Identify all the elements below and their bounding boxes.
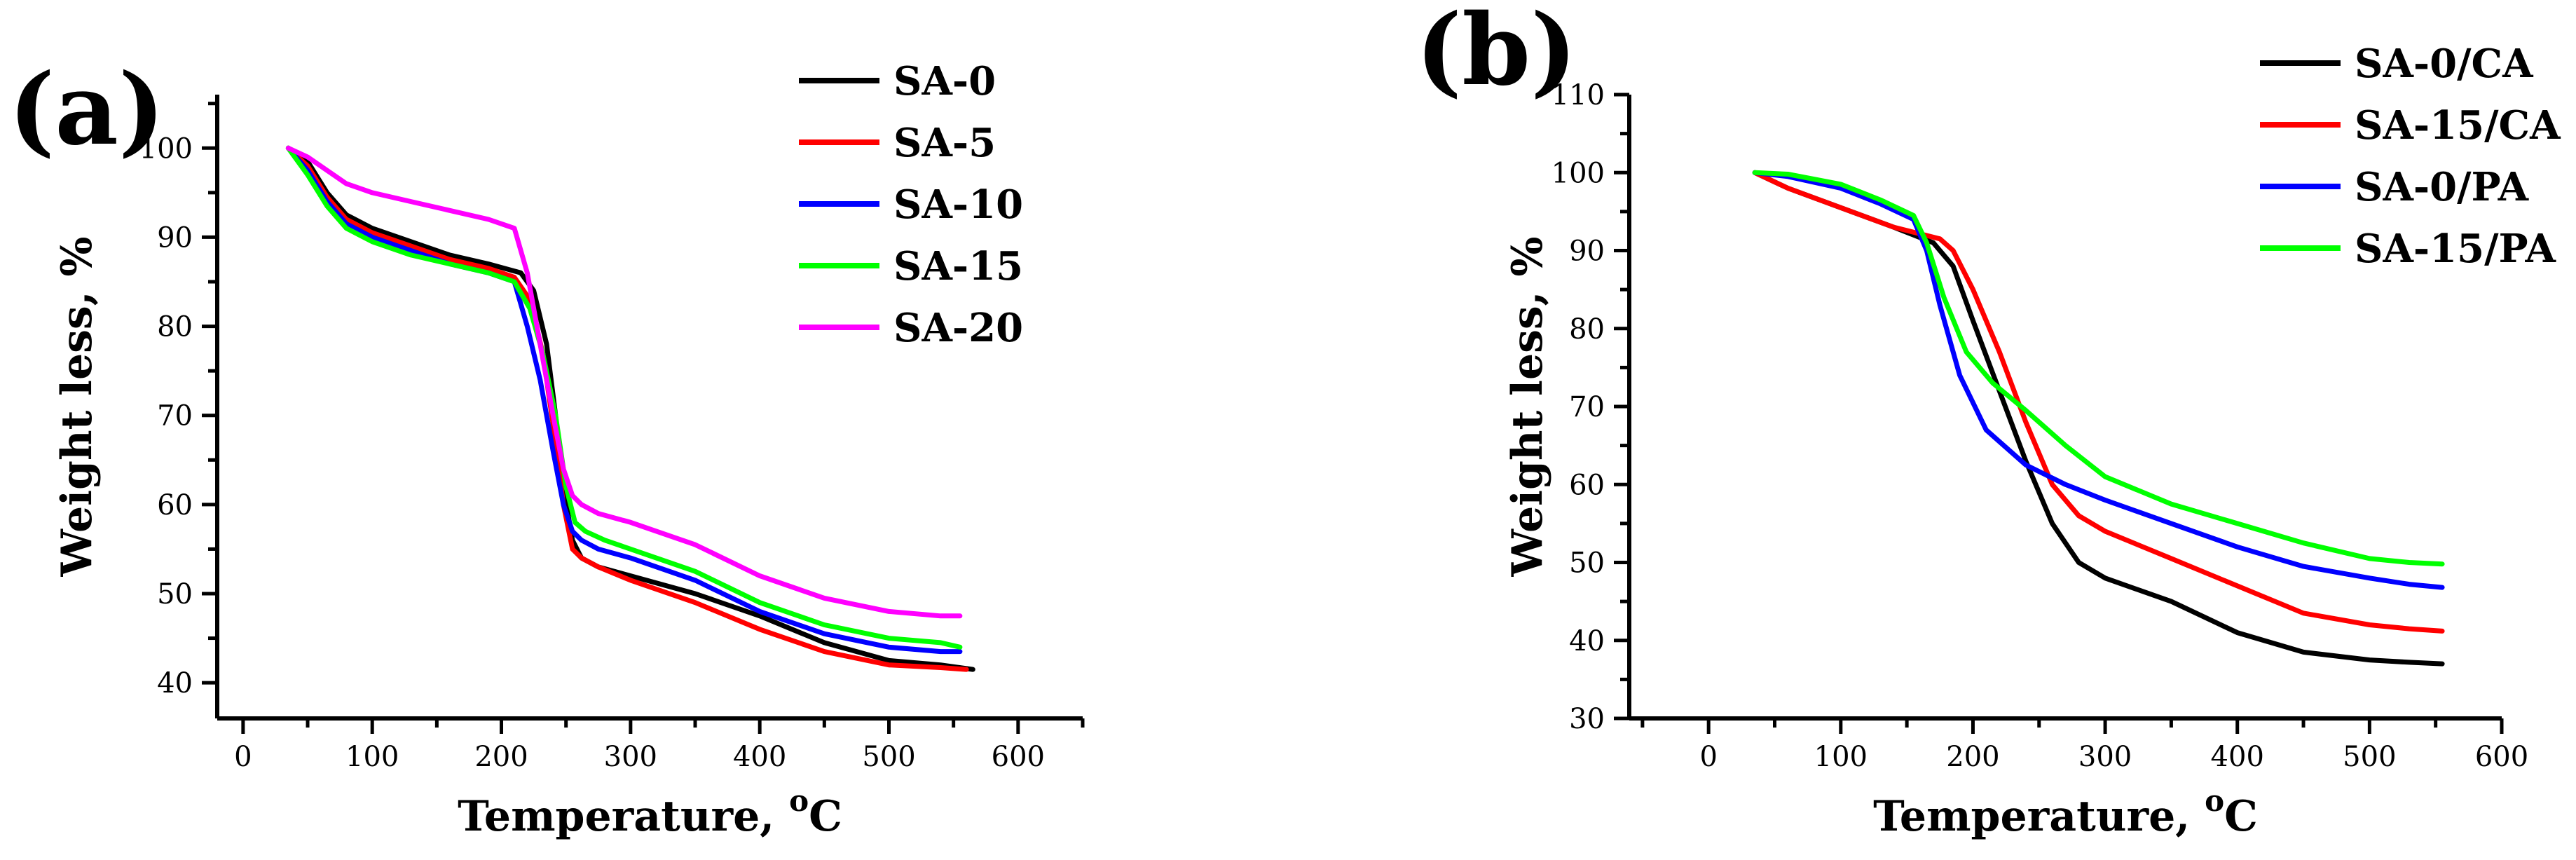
y-tick-label: 50 (1569, 547, 1605, 580)
x-tick-label: 0 (1699, 741, 1717, 773)
y-tick-label: 100 (1551, 157, 1605, 189)
y-tick-label: 60 (1569, 469, 1605, 501)
x-axis-label-text: Temperature, (1873, 792, 2205, 841)
y-tick-label: 50 (157, 578, 193, 610)
y-tick-label: 70 (1569, 391, 1605, 423)
x-axis-label-sup: o (2205, 784, 2224, 818)
x-tick-label: 500 (2343, 741, 2396, 773)
y-tick-label: 80 (157, 311, 193, 343)
panel-a: (a) 0 100 200 300 400 500 600 40 50 60 70 80 90 100 Tem… (8, 53, 1085, 841)
x-tick-label: 400 (733, 741, 786, 773)
legend-label: SA-10 (893, 182, 1023, 228)
x-tick-label: 0 (234, 741, 252, 773)
y-tick-label: 90 (157, 221, 193, 254)
y-tick-label: 40 (1569, 625, 1605, 657)
legend-label: SA-15 (893, 243, 1023, 289)
y-axis-label: Weight less, % (53, 237, 102, 578)
legend-label: SA-15/CA (2355, 102, 2561, 149)
y-tick-label: 60 (157, 489, 193, 521)
x-tick-label: 300 (2078, 741, 2132, 773)
x-tick-label: 200 (474, 741, 528, 773)
series-line-SA-0/PA (1752, 170, 2445, 590)
y-tick-label: 90 (1569, 236, 1605, 268)
y-axis-label: Weight less, % (1503, 237, 1552, 578)
legend-label: SA-0 (893, 58, 996, 104)
x-axis-label-unit: C (2224, 792, 2258, 841)
series-line-SA-10 (285, 145, 963, 655)
legend-label: SA-0/CA (2355, 41, 2534, 87)
panel-b: (b) 0 100 200 300 400 500 600 30 40 50 60 70 80 90 100 1… (1416, 0, 2561, 841)
series-line-SA-0 (285, 145, 975, 672)
x-tick-label: 600 (2475, 741, 2528, 773)
series-line-SA-20 (285, 145, 963, 619)
y-tick-label: 40 (157, 667, 193, 699)
panel-label: (b) (1416, 0, 1577, 108)
x-tick-label: 200 (1946, 741, 1999, 773)
x-tick-label: 400 (2211, 741, 2264, 773)
y-tick-label: 80 (1569, 313, 1605, 346)
legend-label: SA-5 (893, 120, 996, 166)
y-tick-label: 100 (139, 132, 193, 165)
y-tick-label: 110 (1551, 79, 1605, 111)
x-tick-label: 500 (862, 741, 915, 773)
series-line-SA-5 (285, 145, 969, 672)
x-axis-label-sup: o (789, 784, 809, 818)
x-tick-label: 300 (604, 741, 657, 773)
series-line-SA-15/PA (1752, 170, 2445, 567)
x-tick-label: 100 (1814, 741, 1868, 773)
x-axis-label: Temperature, oC (458, 784, 842, 841)
x-axis-label-unit: C (809, 792, 842, 841)
series-line-SA-15/CA (1752, 170, 2445, 634)
legend-label: SA-15/PA (2355, 226, 2557, 272)
x-axis-label-text: Temperature, (458, 792, 789, 841)
y-tick-label: 70 (157, 400, 193, 432)
x-tick-label: 600 (992, 741, 1045, 773)
x-tick-label: 100 (345, 741, 399, 773)
legend-label: SA-20 (893, 305, 1023, 351)
series-line-SA-15 (285, 145, 963, 650)
x-axis-label: Temperature, oC (1873, 784, 2258, 841)
panel-label: (a) (8, 53, 165, 168)
legend-label: SA-0/PA (2355, 164, 2530, 210)
y-tick-label: 30 (1569, 703, 1605, 735)
